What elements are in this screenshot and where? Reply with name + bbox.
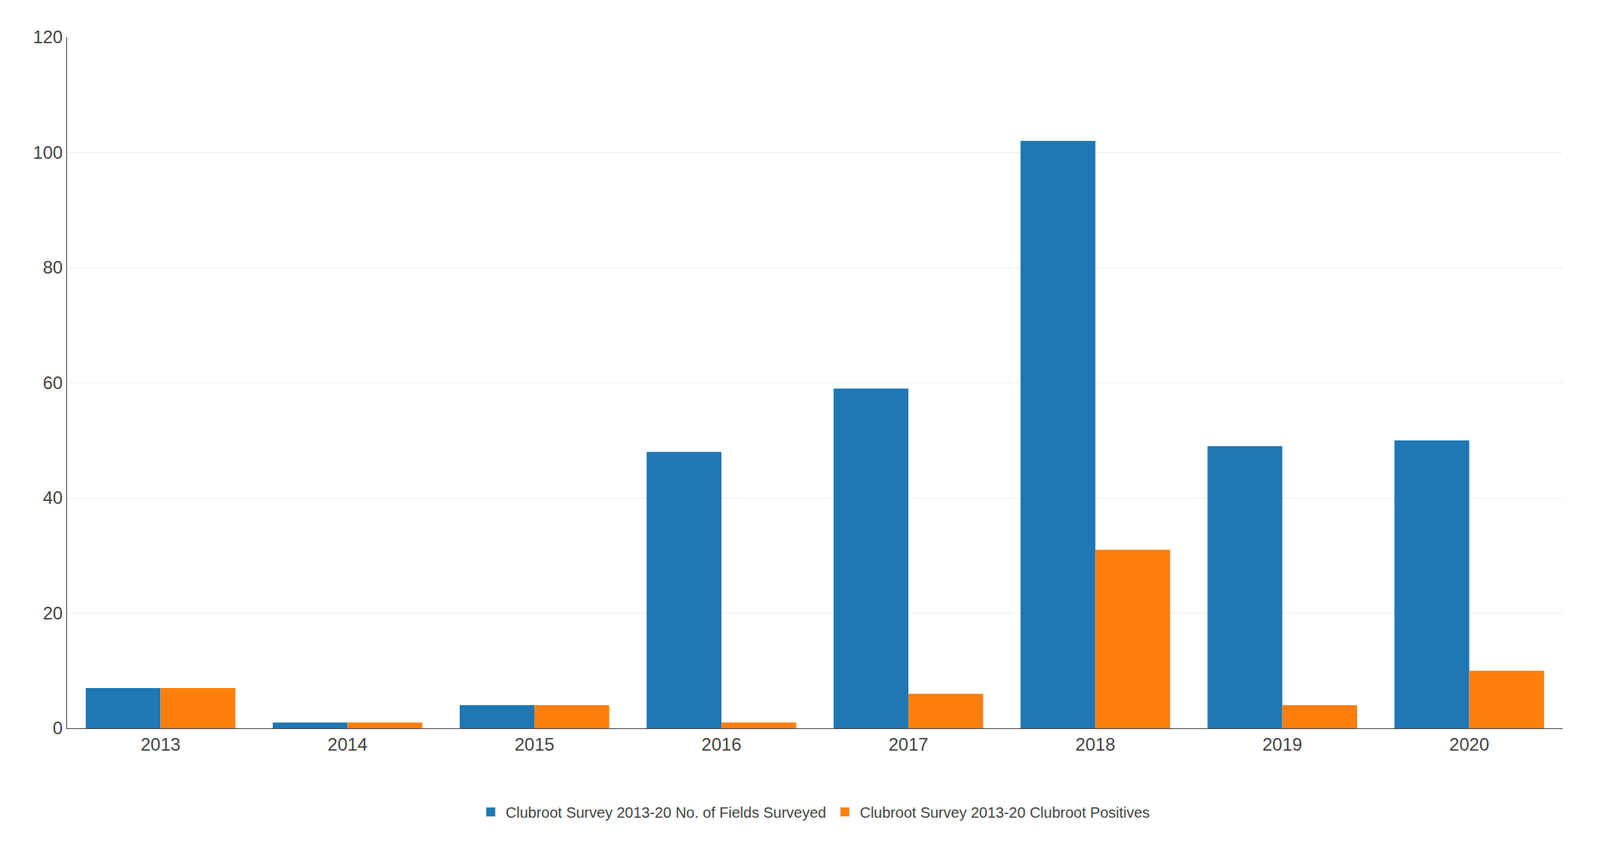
svg-text:2016: 2016	[701, 734, 741, 755]
svg-text:40: 40	[42, 487, 63, 508]
svg-text:2013: 2013	[140, 734, 181, 755]
svg-text:0: 0	[52, 717, 63, 738]
svg-text:Clubroot Survey 2013-20 Clubro: Clubroot Survey 2013-20 Clubroot Positiv…	[859, 804, 1150, 821]
svg-text:Clubroot Survey 2013-20 No. of: Clubroot Survey 2013-20 No. of Fields Su…	[506, 804, 827, 821]
svg-text:20: 20	[42, 602, 63, 624]
svg-text:100: 100	[32, 142, 63, 163]
svg-text:2017: 2017	[888, 734, 928, 755]
svg-text:2019: 2019	[1262, 734, 1302, 755]
svg-text:2020: 2020	[1449, 734, 1489, 755]
svg-text:60: 60	[42, 372, 63, 393]
svg-text:80: 80	[42, 257, 63, 278]
svg-text:2014: 2014	[327, 734, 368, 755]
svg-text:120: 120	[32, 26, 63, 47]
svg-text:2018: 2018	[1075, 734, 1115, 755]
svg-text:2015: 2015	[514, 734, 554, 755]
